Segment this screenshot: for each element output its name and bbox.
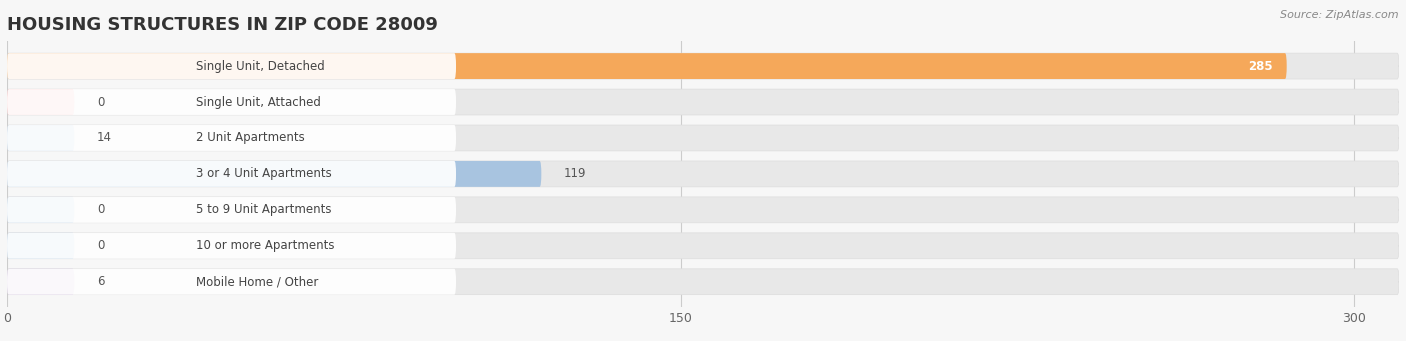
Text: HOUSING STRUCTURES IN ZIP CODE 28009: HOUSING STRUCTURES IN ZIP CODE 28009 bbox=[7, 16, 437, 34]
Text: 3 or 4 Unit Apartments: 3 or 4 Unit Apartments bbox=[195, 167, 332, 180]
FancyBboxPatch shape bbox=[7, 89, 75, 115]
FancyBboxPatch shape bbox=[7, 53, 456, 79]
Text: 119: 119 bbox=[564, 167, 586, 180]
Text: Source: ZipAtlas.com: Source: ZipAtlas.com bbox=[1281, 10, 1399, 20]
Text: 0: 0 bbox=[97, 203, 104, 216]
Text: 6: 6 bbox=[97, 275, 104, 288]
Text: 10 or more Apartments: 10 or more Apartments bbox=[195, 239, 335, 252]
FancyBboxPatch shape bbox=[7, 269, 75, 295]
FancyBboxPatch shape bbox=[7, 161, 541, 187]
Text: 285: 285 bbox=[1249, 60, 1274, 73]
FancyBboxPatch shape bbox=[7, 197, 75, 223]
Text: Mobile Home / Other: Mobile Home / Other bbox=[195, 275, 318, 288]
Text: 0: 0 bbox=[97, 95, 104, 108]
FancyBboxPatch shape bbox=[7, 125, 75, 151]
Text: 2 Unit Apartments: 2 Unit Apartments bbox=[195, 132, 304, 145]
Text: 5 to 9 Unit Apartments: 5 to 9 Unit Apartments bbox=[195, 203, 332, 216]
FancyBboxPatch shape bbox=[7, 233, 75, 259]
FancyBboxPatch shape bbox=[7, 125, 1399, 151]
FancyBboxPatch shape bbox=[7, 269, 456, 295]
Text: Single Unit, Attached: Single Unit, Attached bbox=[195, 95, 321, 108]
FancyBboxPatch shape bbox=[7, 233, 1399, 259]
Text: 14: 14 bbox=[97, 132, 112, 145]
Text: 0: 0 bbox=[97, 239, 104, 252]
FancyBboxPatch shape bbox=[7, 53, 1399, 79]
FancyBboxPatch shape bbox=[7, 89, 1399, 115]
FancyBboxPatch shape bbox=[7, 161, 1399, 187]
FancyBboxPatch shape bbox=[7, 233, 456, 259]
FancyBboxPatch shape bbox=[7, 161, 456, 187]
FancyBboxPatch shape bbox=[7, 197, 456, 223]
FancyBboxPatch shape bbox=[7, 197, 1399, 223]
Text: Single Unit, Detached: Single Unit, Detached bbox=[195, 60, 325, 73]
FancyBboxPatch shape bbox=[7, 89, 456, 115]
FancyBboxPatch shape bbox=[7, 269, 1399, 295]
FancyBboxPatch shape bbox=[7, 125, 456, 151]
FancyBboxPatch shape bbox=[7, 53, 1286, 79]
